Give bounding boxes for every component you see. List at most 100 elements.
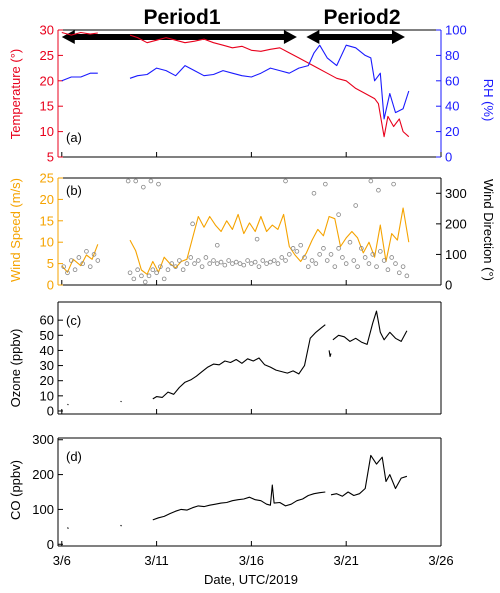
panel-2-series-4-line	[332, 310, 408, 345]
panel-1-ytick-label-right-0: 0	[445, 278, 452, 293]
panel-1-series-2-point-54	[294, 249, 300, 254]
period-arrows: Period1 Period2	[61, 6, 405, 44]
panel-1-series-2-point-28	[196, 258, 201, 263]
panel-1-series-2-point-97	[254, 236, 260, 242]
panel-1-series-2-point-22	[173, 264, 178, 269]
panel-2-ytick-label-left-0: 0	[47, 403, 54, 418]
panel-3-series-3-line	[330, 454, 408, 497]
panel-1-series-2-point-71	[359, 246, 364, 251]
panel-1-series-2-point-29	[199, 264, 205, 269]
panel-1-series-2-point-92	[368, 178, 374, 184]
panel-b-wind: (b) Wind Speed (m/s) Wind Direction (°) …	[8, 171, 496, 293]
panel-1-series-2-point-11	[131, 276, 137, 282]
panel-1-series-2-point-86	[141, 184, 146, 190]
panel-1-series-2-point-27	[192, 261, 197, 266]
panel-1-series-2-point-65	[336, 246, 341, 251]
panel-1-series-2-point-23	[177, 258, 182, 263]
panel-1-series-2-point-16	[150, 267, 156, 273]
panel-1-series-2-point-83	[404, 273, 410, 279]
panel-b-tag: (b)	[66, 183, 82, 198]
panel-1-series-2-point-82	[400, 264, 406, 269]
panel-1-series-2-point-5	[80, 261, 85, 266]
x-tick-label-4: 3/26	[428, 553, 453, 568]
panel-1-ytick-label-left-2: 10	[40, 235, 54, 250]
panel-2-series-0-line	[67, 403, 69, 406]
panel-1-series-2-point-14	[142, 279, 148, 285]
panel-1-series-2-point-64	[332, 264, 338, 269]
panel-1-series-2-point-31	[207, 261, 212, 266]
panel-1-series-2-point-50	[279, 255, 285, 260]
panel-3-ytick-label-left-1: 100	[32, 502, 54, 517]
panel-1-series-2-point-58	[309, 258, 315, 263]
panel-3-series-1-line	[120, 524, 122, 527]
panel-1-series-2-point-39	[237, 261, 243, 266]
x-tick-label-3: 3/21	[334, 553, 359, 568]
panel-3-series-2-line	[152, 484, 326, 521]
panel-1-series-2-point-41	[245, 258, 250, 263]
panel-2-series-3-line	[328, 350, 332, 358]
panel-0-ytick-label-left-1: 10	[40, 124, 54, 139]
panel-a-tag: (a)	[66, 130, 82, 145]
panel-1-series-2-point-25	[184, 261, 190, 266]
panel-1-ytick-label-right-1: 100	[445, 247, 467, 262]
panel-1-series-2-point-8	[91, 252, 97, 257]
panel-1-series-2-point-87	[148, 178, 154, 184]
panel-1-series-2-point-73	[366, 261, 372, 266]
panel-0-ytick-label-left-0: 5	[47, 150, 54, 165]
panel-1-series-2-point-20	[165, 267, 171, 273]
panel-2-ytick-label-left-1: 10	[40, 388, 54, 403]
panel-1-series-1-line	[129, 207, 410, 275]
panel-1-series-2-point-80	[393, 261, 398, 266]
panel-1-series-2-point-61	[321, 246, 326, 251]
panel-b-ylabel-left: Wind Speed (m/s)	[8, 178, 23, 282]
panel-0-ytick-label-right-5: 100	[445, 23, 467, 38]
panel-1-series-2-point-59	[313, 261, 319, 266]
panel-1-series-2-point-51	[283, 258, 288, 263]
panel-0-ytick-label-left-5: 30	[40, 23, 54, 38]
panel-1-series-2-point-18	[158, 264, 163, 269]
panel-1-series-2-point-33	[214, 261, 220, 266]
panel-0-ytick-label-left-3: 20	[40, 73, 54, 88]
panel-1-series-2-point-95	[190, 221, 195, 227]
panel-1-series-2-point-75	[374, 264, 379, 269]
panel-1-series-2-point-68	[347, 239, 353, 245]
panel-d-co: (d) CO (ppbv) Date, UTC/2019 0 100 200 300 3…	[8, 432, 454, 587]
panel-0-ytick-label-right-1: 20	[445, 124, 459, 139]
panel-2-ytick-label-left-3: 30	[40, 358, 54, 373]
panel-b-ylabel-right: Wind Direction (°)	[481, 179, 496, 281]
panel-0-series-0-line	[61, 31, 98, 36]
panel-1-series-2-point-77	[381, 258, 387, 263]
panel-1-series-2-point-52	[287, 252, 292, 257]
panel-1-series-2-point-26	[188, 255, 194, 260]
panel-1-ytick-label-left-0: 0	[47, 278, 54, 293]
panel-1-series-2-point-48	[271, 258, 277, 263]
panel-1-series-2-point-10	[127, 270, 133, 276]
panel-1-series-2-point-12	[135, 267, 140, 273]
x-tick-label-1: 3/11	[144, 553, 168, 568]
panel-1-series-2-point-78	[385, 267, 391, 273]
panel-1-series-2-point-88	[156, 181, 161, 187]
panel-1-ytick-label-right-3: 300	[445, 186, 467, 201]
period2-arrow-head-left	[306, 30, 320, 44]
panel-1-series-2-point-74	[370, 252, 376, 257]
period2-arrow-head-right	[391, 30, 405, 44]
period2-label: Period2	[323, 6, 400, 29]
panel-0-ytick-label-left-4: 25	[40, 48, 54, 63]
panel-3-series-0-line	[67, 527, 69, 529]
x-tick-label-0: 3/6	[53, 553, 71, 568]
panel-1-series-2-point-69	[351, 258, 357, 263]
panel-1-series-2-point-15	[146, 273, 152, 279]
panel-1-series-2-point-70	[355, 264, 360, 269]
panel-a-ylabel-left: Temperature (°)	[8, 49, 23, 139]
panel-1-series-2-point-32	[211, 258, 216, 263]
panel-1-series-2-point-85	[133, 178, 139, 184]
panel-2-ytick-label-left-2: 20	[40, 373, 54, 388]
period1-arrow-head-right	[283, 30, 297, 44]
panel-1-series-2-point-76	[378, 249, 383, 254]
panel-3-ytick-label-left-3: 300	[32, 432, 54, 447]
panel-1-series-2-point-53	[290, 246, 296, 251]
panel-1-series-2-point-44	[256, 264, 262, 269]
panel-2-ytick-label-left-6: 60	[40, 313, 54, 328]
panel-1-series-2-point-45	[260, 258, 266, 263]
